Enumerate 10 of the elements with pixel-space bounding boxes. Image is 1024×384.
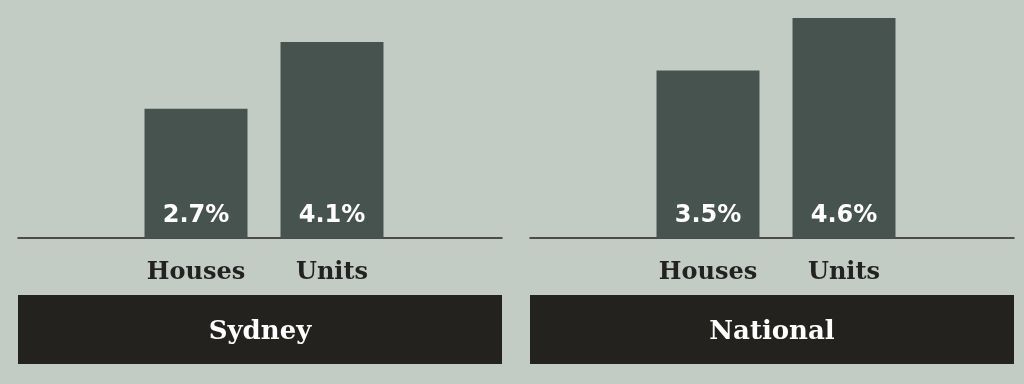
data-label: 4.1%	[298, 200, 366, 228]
text: National	[530, 295, 1014, 364]
data-label: 3.5%	[674, 200, 742, 228]
x-tick-label: Houses	[658, 255, 758, 285]
text: Sydney	[18, 295, 502, 364]
data-label: 2.7%	[162, 200, 230, 228]
x-tick-label: Units	[807, 255, 881, 285]
x-tick-label: Houses	[146, 255, 246, 285]
data-label: 4.6%	[810, 200, 878, 228]
x-tick-label: Units	[295, 255, 369, 285]
